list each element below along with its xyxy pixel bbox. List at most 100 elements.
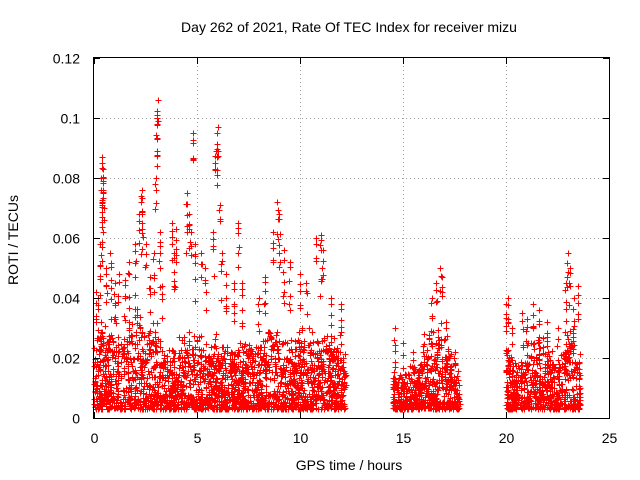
data-point <box>133 370 140 377</box>
data-point <box>435 387 442 394</box>
data-point <box>530 312 537 319</box>
data-point <box>281 289 288 296</box>
data-point <box>260 353 267 360</box>
data-point <box>263 359 270 366</box>
data-point <box>188 252 195 259</box>
data-point <box>248 350 255 357</box>
data-point <box>313 241 320 248</box>
data-point <box>212 363 219 370</box>
data-point <box>566 392 573 399</box>
data-point <box>271 404 278 411</box>
data-point <box>140 386 147 393</box>
data-point <box>112 302 119 309</box>
data-point <box>283 364 290 371</box>
data-point <box>540 394 547 401</box>
data-point <box>552 405 559 412</box>
data-point <box>443 325 450 332</box>
data-point <box>151 275 158 282</box>
data-point <box>245 392 252 399</box>
data-point <box>93 383 100 390</box>
data-point <box>249 379 256 386</box>
data-point <box>97 334 104 341</box>
data-point <box>563 299 570 306</box>
data-point <box>509 367 516 374</box>
data-point <box>172 406 179 413</box>
data-point <box>291 400 298 407</box>
data-point <box>173 246 180 253</box>
data-point <box>304 311 311 318</box>
data-point <box>566 280 573 287</box>
data-point <box>250 375 257 382</box>
data-point <box>165 385 172 392</box>
data-point <box>196 386 203 393</box>
data-point <box>392 342 399 349</box>
data-point <box>262 310 269 317</box>
data-point <box>531 389 538 396</box>
data-point <box>126 327 133 334</box>
data-point <box>534 401 541 408</box>
data-point <box>455 368 462 375</box>
data-point <box>536 321 543 328</box>
data-point <box>262 279 269 286</box>
data-point <box>162 374 169 381</box>
data-point <box>152 329 159 336</box>
data-point <box>95 306 102 313</box>
data-point <box>265 393 272 400</box>
data-point <box>335 366 342 373</box>
data-point <box>202 376 209 383</box>
data-point <box>263 352 270 359</box>
data-point <box>214 182 221 189</box>
data-point <box>296 339 303 346</box>
x-tick-label: 0 <box>91 430 99 446</box>
data-point <box>281 247 288 254</box>
data-point <box>120 345 127 352</box>
data-point <box>441 393 448 400</box>
data-point <box>155 97 162 104</box>
data-point <box>417 381 424 388</box>
data-point <box>109 354 116 361</box>
data-point <box>514 393 521 400</box>
data-point <box>328 322 335 329</box>
data-point <box>308 347 315 354</box>
data-point <box>316 371 323 378</box>
data-point <box>295 382 302 389</box>
data-point <box>215 387 222 394</box>
data-point <box>160 406 167 413</box>
data-point <box>505 302 512 309</box>
data-point <box>173 405 180 412</box>
data-point <box>153 132 160 139</box>
data-point <box>202 399 209 406</box>
data-point <box>126 271 133 278</box>
data-point <box>151 387 158 394</box>
data-point <box>103 271 110 278</box>
data-point <box>215 153 222 160</box>
data-point <box>268 356 275 363</box>
data-point <box>138 199 145 206</box>
data-point <box>168 393 175 400</box>
data-point <box>428 353 435 360</box>
data-point <box>563 318 570 325</box>
data-point <box>564 260 571 267</box>
data-point <box>198 347 205 354</box>
data-point <box>338 382 345 389</box>
data-point <box>234 391 241 398</box>
data-point <box>297 288 304 295</box>
data-point <box>424 347 431 354</box>
data-point <box>289 392 296 399</box>
data-point <box>236 244 243 251</box>
data-point <box>397 372 404 379</box>
data-point <box>420 349 427 356</box>
data-point <box>190 130 197 137</box>
data-point <box>164 358 171 365</box>
data-point <box>571 295 578 302</box>
data-point <box>188 229 195 236</box>
data-point <box>144 395 151 402</box>
data-point <box>448 363 455 370</box>
data-point <box>152 342 159 349</box>
data-point <box>126 394 133 401</box>
data-point <box>212 378 219 385</box>
data-point <box>340 359 347 366</box>
data-point <box>118 341 125 348</box>
data-point <box>232 384 239 391</box>
data-point <box>441 399 448 406</box>
